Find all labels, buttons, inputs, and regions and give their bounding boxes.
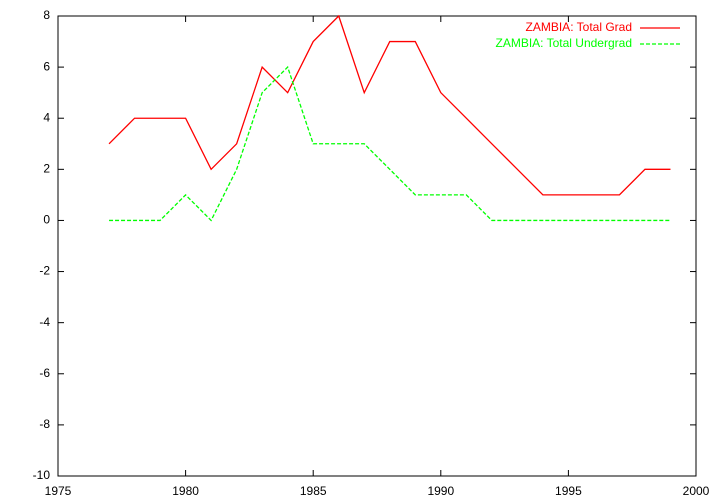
series-line (109, 65, 671, 222)
x-tick-label: 1985 (300, 484, 327, 498)
x-tick-label: 1990 (427, 484, 454, 498)
y-tick-label: -10 (33, 468, 51, 482)
x-tick-label: 1975 (45, 484, 72, 498)
legend-label: ZAMBIA: Total Grad (526, 20, 632, 34)
y-tick-label: 2 (43, 162, 50, 176)
y-tick-label: 6 (43, 59, 50, 73)
y-tick-label: -8 (39, 417, 50, 431)
y-tick-label: -4 (39, 315, 50, 329)
y-tick-label: 4 (43, 110, 50, 124)
y-tick-label: 8 (43, 8, 50, 22)
series-line (108, 14, 671, 196)
y-tick-label: -6 (39, 366, 50, 380)
x-tick-label: 1980 (172, 484, 199, 498)
y-tick-label: 0 (43, 213, 50, 227)
x-tick-label: 1995 (555, 484, 582, 498)
legend-label: ZAMBIA: Total Undergrad (495, 36, 632, 50)
y-tick-label: -2 (39, 264, 50, 278)
x-tick-label: 2000 (683, 484, 710, 498)
plot-frame (57, 15, 697, 477)
